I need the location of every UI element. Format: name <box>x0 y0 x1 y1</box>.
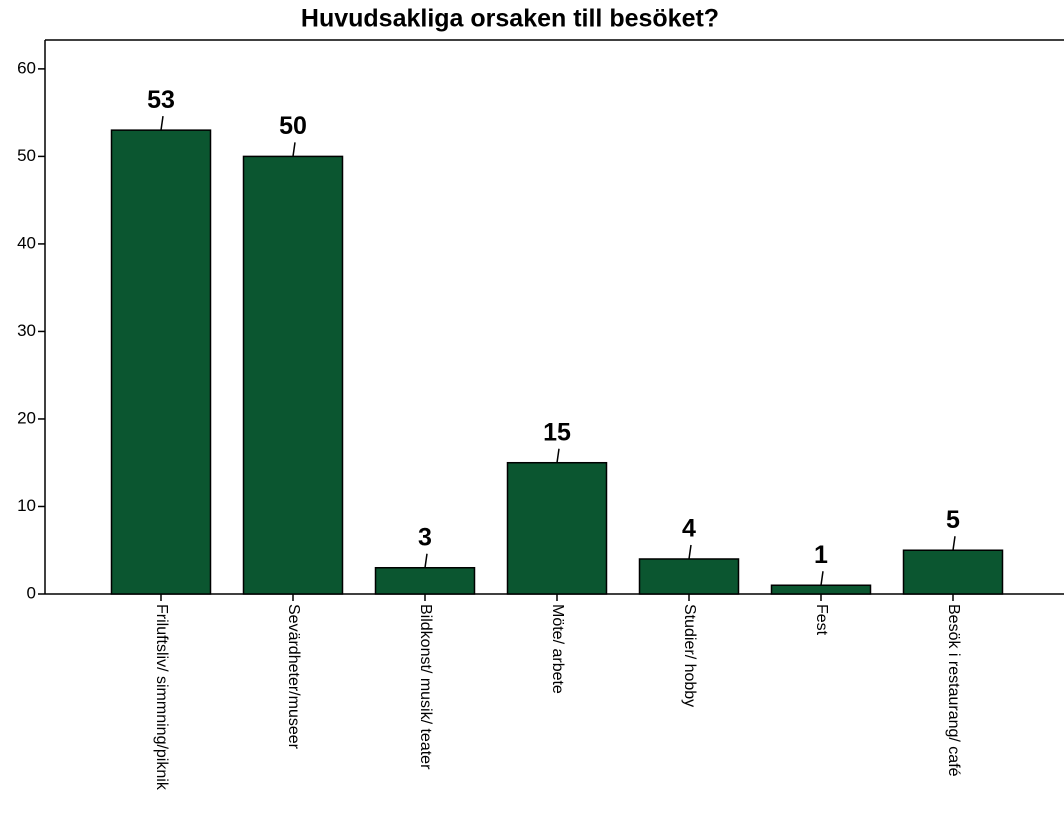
bar <box>110 129 212 595</box>
y-tick-label: 0 <box>27 583 36 602</box>
y-tick-label: 50 <box>17 146 36 165</box>
bar <box>374 566 476 595</box>
value-label: 5 <box>946 506 960 534</box>
x-tick-label: Friluftsliv/ simmning/piknik <box>153 604 170 791</box>
bar <box>770 584 872 595</box>
x-tick-label: Besök i restaurang/ café <box>945 604 962 777</box>
label-leader <box>688 544 692 560</box>
x-tick-label: Möte/ arbete <box>549 604 566 694</box>
y-tick-label: 30 <box>17 321 36 340</box>
x-tick-label: Sevärdheter/museer <box>285 604 302 750</box>
bar <box>506 461 608 595</box>
x-tick-label: Bildkonst/ musik/ teater <box>417 604 434 770</box>
value-label: 53 <box>147 86 175 114</box>
label-leader <box>292 142 296 157</box>
x-tick-label: Fest <box>813 604 830 636</box>
y-tick-label: 60 <box>17 58 36 77</box>
label-leader <box>820 571 824 586</box>
label-leader <box>424 553 428 568</box>
bar <box>902 549 1004 595</box>
bar <box>638 558 740 595</box>
value-label: 50 <box>279 112 307 140</box>
x-tick-label: Studier/ hobby <box>681 604 698 707</box>
y-tick-label: 40 <box>17 233 36 252</box>
value-label: 1 <box>814 541 828 569</box>
chart-title: Huvudsakliga orsaken till besöket? <box>301 5 719 33</box>
label-leader <box>160 116 164 131</box>
label-leader <box>952 536 956 551</box>
value-label: 4 <box>682 515 696 543</box>
label-leader <box>556 448 560 463</box>
y-tick-label: 10 <box>17 496 36 515</box>
y-tick-label: 20 <box>17 408 36 427</box>
value-label: 15 <box>543 418 571 446</box>
bar <box>242 155 344 595</box>
value-label: 3 <box>418 523 432 551</box>
